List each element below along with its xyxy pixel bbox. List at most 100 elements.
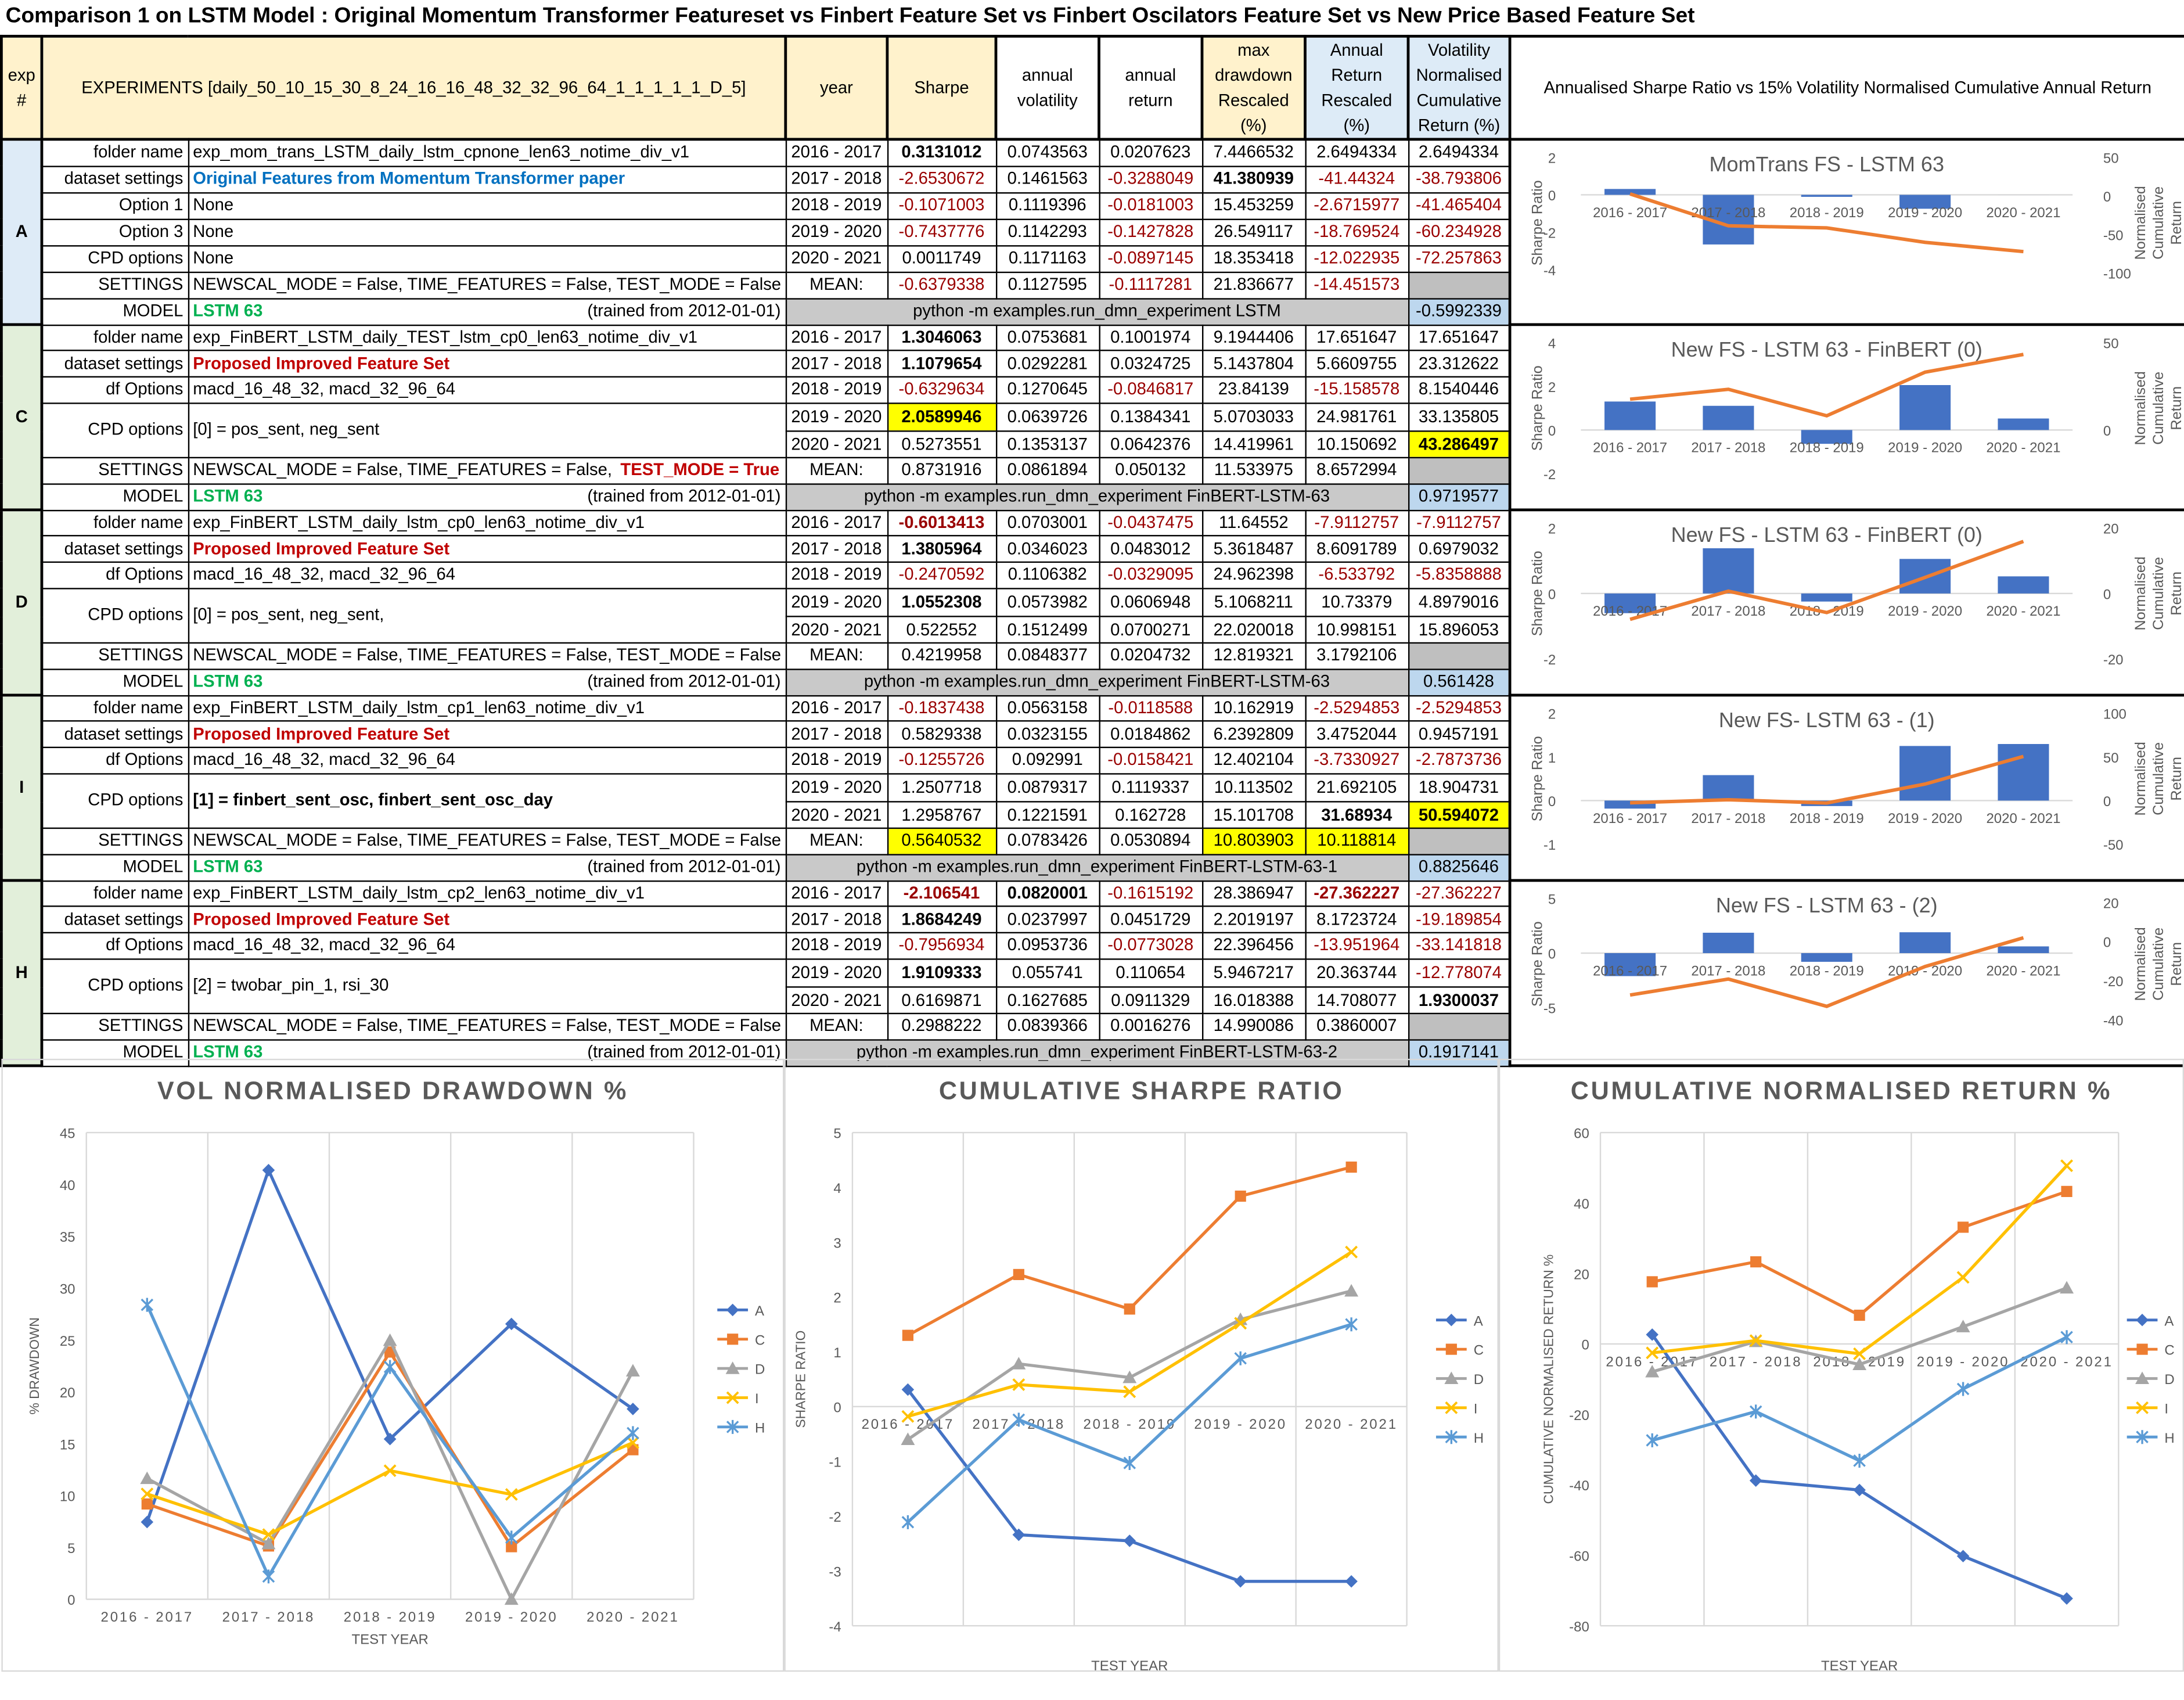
row-label: MODEL — [41, 483, 189, 511]
metric-cell: -0.6013413 — [886, 509, 997, 537]
y-axis-label-right: Normalised — [2132, 186, 2149, 260]
x-tick-label: 2016 - 2017 — [1593, 440, 1667, 456]
x-tick-label: 2020 - 2021 — [1987, 963, 2061, 979]
y-tick-label-left: -2 — [1543, 467, 1556, 483]
legend-label: C — [2164, 1343, 2174, 1358]
marker-A — [1123, 1534, 1136, 1547]
metric-cell: 2.6494334 — [1407, 138, 1511, 167]
row-value: exp_FinBERT_LSTM_daily_lstm_cp0_len63_no… — [187, 509, 787, 537]
y-tick-label: -40 — [1569, 1478, 1589, 1494]
marker-D — [1122, 1370, 1137, 1383]
y-tick-label: 0 — [833, 1400, 841, 1415]
metric-cell: 0.1461563 — [995, 166, 1100, 194]
row-value: [0] = pos_sent, neg_sent, — [187, 587, 787, 644]
legend-label: I — [2164, 1401, 2168, 1417]
marker-C — [506, 1541, 517, 1552]
metric-cell: 5.9467217 — [1201, 958, 1306, 989]
chart-title: VOL NORMALISED DRAWDOWN % — [157, 1077, 628, 1105]
cumulative-return-line — [1629, 540, 2024, 621]
x-tick-label: 2017 - 2018 — [1691, 603, 1765, 619]
mean-cell: 0.0848377 — [995, 642, 1100, 670]
cumulative-return-line — [1629, 936, 2024, 1008]
metric-cell: 16.018388 — [1201, 987, 1306, 1015]
metric-cell: 0.3131012 — [886, 138, 997, 167]
mean-cell: 0.0861894 — [995, 457, 1100, 485]
experiments-table: exp # EXPERIMENTS [daily_50_10_15_30_8_2… — [0, 34, 2184, 1068]
row-label: folder name — [41, 509, 189, 537]
y-axis-label-right: Return — [2168, 386, 2184, 430]
row-value: LSTM 63 (trained from 2012-01-01) — [187, 297, 787, 326]
metric-cell: 1.2507718 — [886, 772, 997, 803]
marker-C — [1445, 1343, 1457, 1355]
row-label: dataset settings — [41, 720, 189, 748]
marker-D — [1645, 1364, 1660, 1378]
marker-C — [1124, 1303, 1135, 1315]
row-value-text: None — [193, 248, 234, 268]
legend-label: C — [1474, 1343, 1484, 1358]
marker-I — [626, 1436, 639, 1449]
table-row: 2020 - 2021 0.522552 0.1512499 0.0700271 22.… — [1, 616, 2184, 644]
row-label: df Options — [41, 746, 189, 774]
mean-cell: 0.050132 — [1098, 457, 1203, 485]
row-value-text: exp_FinBERT_LSTM_daily_lstm_cp2_len63_no… — [193, 883, 645, 903]
metric-cell: 14.419961 — [1201, 431, 1306, 459]
row-label: folder name — [41, 879, 189, 907]
metric-cell: -0.0118588 — [1098, 694, 1203, 722]
row-value: LSTM 63 (trained from 2012-01-01) — [187, 853, 787, 882]
metric-cell: 43.286497 — [1407, 431, 1511, 459]
mean-label: MEAN: — [785, 457, 888, 485]
table-row: dataset settings Proposed Improved Featur… — [1, 535, 2184, 563]
marker-A — [726, 1303, 739, 1317]
metric-cell: -0.1427828 — [1098, 218, 1203, 246]
marker-A — [262, 1163, 275, 1177]
metric-cell: 0.0606948 — [1098, 587, 1203, 618]
marker-H — [1646, 1433, 1659, 1447]
sharpe-bar — [1899, 195, 1951, 209]
row-value-text: LSTM 63 — [193, 301, 263, 321]
x-tick-label: 2018 - 2019 — [1790, 440, 1864, 456]
marker-H — [2136, 1430, 2149, 1444]
metric-cell: 0.9457191 — [1407, 720, 1511, 748]
mean-cell: 0.5640532 — [886, 828, 997, 856]
metric-cell: 1.3805964 — [886, 535, 997, 563]
y-axis-label-right: Cumulative — [2150, 186, 2167, 260]
x-tick-label: 2020 - 2021 — [2020, 1354, 2113, 1370]
y-tick-label-right: 20 — [2103, 522, 2119, 537]
metric-cell: -2.5294853 — [1304, 694, 1409, 722]
y-tick-label: 0 — [67, 1593, 75, 1608]
marker-I — [1749, 1334, 1762, 1347]
metric-cell: 1.1079654 — [886, 350, 997, 378]
sharpe-bar — [1703, 405, 1754, 430]
series-line-C — [1652, 1189, 2067, 1317]
marker-H — [505, 1530, 518, 1545]
row-value: macd_16_48_32, macd_32_96_64 — [187, 561, 787, 589]
marker-A — [141, 1515, 154, 1529]
metric-cell: 3.4752044 — [1304, 720, 1409, 748]
metric-cell: -27.362227 — [1304, 879, 1409, 907]
cumulative-return-line — [1630, 754, 2024, 805]
y-tick-label-right: -50 — [2103, 228, 2124, 243]
metric-cell: 0.0346023 — [995, 535, 1100, 563]
table-row: CPD options [1] = finbert_sent_osc, finbe… — [1, 772, 2184, 829]
x-axis-label: TEST YEAR — [1821, 1658, 1898, 1670]
row-value-text: LSTM 63 — [193, 671, 263, 692]
marker-H — [1123, 1455, 1136, 1470]
sharpe-bar — [1998, 744, 2049, 801]
row-label: df Options — [41, 932, 189, 959]
metric-cell: 8.1723724 — [1304, 905, 1409, 933]
metric-cell: -5.8358888 — [1407, 561, 1511, 589]
row-value: macd_16_48_32, macd_32_96_64 — [187, 932, 787, 959]
metric-cell: -0.7437776 — [886, 218, 997, 246]
y-tick-label: -3 — [829, 1564, 841, 1580]
y-tick-label: 40 — [60, 1178, 75, 1194]
marker-C — [1345, 1161, 1357, 1173]
y-axis-label-right: Normalised — [2132, 927, 2149, 1001]
metric-cell: 15.896053 — [1407, 616, 1511, 644]
y-axis-label-right: Return — [2168, 201, 2184, 245]
metric-cell: 0.0703001 — [995, 509, 1100, 537]
metric-cell: 0.1119337 — [1098, 772, 1203, 803]
bottom-charts: VOL NORMALISED DRAWDOWN % 0 5 10 15 20 25 30 35… — [0, 1058, 2184, 1674]
command-cell: python -m examples.run_dmn_experiment LS… — [785, 297, 1409, 326]
mini-chart: MomTrans FS - LSTM 63 2 0 -2 -4 50 0 -50 -100 Sha… — [1529, 151, 2184, 282]
